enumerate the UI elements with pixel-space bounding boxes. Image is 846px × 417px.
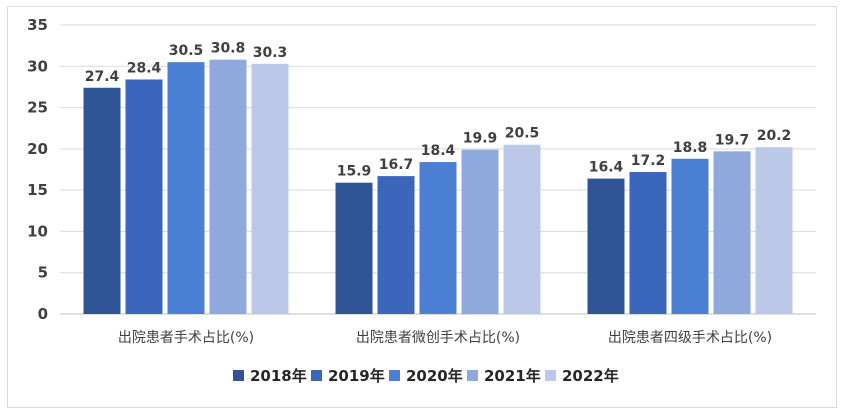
legend-swatch bbox=[467, 370, 478, 381]
bar-2018年-2 bbox=[587, 178, 625, 314]
legend-item-2019年: 2019年 bbox=[311, 367, 385, 385]
bar-2018年-1 bbox=[335, 182, 373, 314]
legend: 2018年 2019年 2020年 2021年 2022年 bbox=[233, 367, 619, 385]
y-tick-label: 35 bbox=[27, 16, 48, 34]
y-tick-label: 30 bbox=[27, 57, 48, 75]
data-label: 16.4 bbox=[589, 160, 624, 176]
x-axis: 出院患者手术占比(%) 出院患者微创手术占比(%) 出院患者四级手术占比(%) bbox=[118, 330, 772, 346]
bar-2022年-0 bbox=[251, 63, 289, 315]
legend-item-2022年: 2022年 bbox=[545, 367, 619, 385]
legend-label: 2019年 bbox=[328, 367, 385, 385]
legend-label: 2021年 bbox=[484, 367, 541, 385]
x-category-label: 出院患者四级手术占比(%) bbox=[608, 330, 772, 346]
y-tick-label: 20 bbox=[27, 140, 48, 158]
data-label: 17.2 bbox=[631, 153, 666, 169]
data-label: 15.9 bbox=[337, 164, 372, 180]
legend-swatch bbox=[311, 370, 322, 381]
y-tick-label: 0 bbox=[38, 305, 48, 323]
bar-2021年-1 bbox=[461, 149, 499, 314]
bar-2019年-1 bbox=[377, 176, 415, 314]
legend-swatch bbox=[233, 370, 244, 381]
legend-label: 2018年 bbox=[250, 367, 307, 385]
data-label: 18.8 bbox=[673, 140, 708, 156]
bar-2021年-0 bbox=[209, 59, 247, 315]
data-label: 30.8 bbox=[211, 41, 246, 57]
legend-label: 2020年 bbox=[406, 367, 463, 385]
bar-2020年-1 bbox=[419, 162, 457, 314]
legend-swatch bbox=[545, 370, 556, 381]
y-tick-label: 10 bbox=[27, 222, 48, 240]
bar-2022年-2 bbox=[755, 147, 793, 314]
y-tick-label: 15 bbox=[27, 181, 48, 199]
bar-2019年-2 bbox=[629, 171, 667, 314]
bars bbox=[83, 59, 793, 315]
bar-2022年-1 bbox=[503, 144, 541, 314]
bar-2018年-0 bbox=[83, 87, 121, 314]
x-category-label: 出院患者微创手术占比(%) bbox=[356, 330, 520, 346]
data-label: 30.5 bbox=[169, 43, 204, 59]
x-category-label: 出院患者手术占比(%) bbox=[118, 330, 254, 346]
legend-item-2018年: 2018年 bbox=[233, 367, 307, 385]
y-tick-label: 25 bbox=[27, 99, 48, 117]
data-label: 16.7 bbox=[379, 157, 414, 173]
y-tick-label: 5 bbox=[38, 264, 48, 282]
legend-item-2020年: 2020年 bbox=[389, 367, 463, 385]
data-label: 19.7 bbox=[715, 132, 750, 148]
data-label: 28.4 bbox=[127, 60, 162, 76]
bar-2019年-0 bbox=[125, 79, 163, 314]
data-label: 30.3 bbox=[253, 45, 288, 61]
bar-2020年-0 bbox=[167, 62, 205, 315]
data-label: 18.4 bbox=[421, 143, 456, 159]
legend-label: 2022年 bbox=[562, 367, 619, 385]
bar-2020年-2 bbox=[671, 158, 709, 314]
legend-swatch bbox=[389, 370, 400, 381]
data-label: 19.9 bbox=[463, 131, 498, 147]
data-label: 27.4 bbox=[85, 69, 120, 85]
data-label: 20.5 bbox=[505, 126, 540, 142]
legend-item-2021年: 2021年 bbox=[467, 367, 541, 385]
bar-2021年-2 bbox=[713, 151, 751, 314]
data-label: 20.2 bbox=[757, 128, 792, 144]
data-labels: 27.4 28.4 30.5 30.8 30.3 15.9 16.7 18.4 19.9 20.5… bbox=[85, 41, 792, 180]
y-axis: 0 5 10 15 20 25 30 35 bbox=[27, 16, 48, 323]
